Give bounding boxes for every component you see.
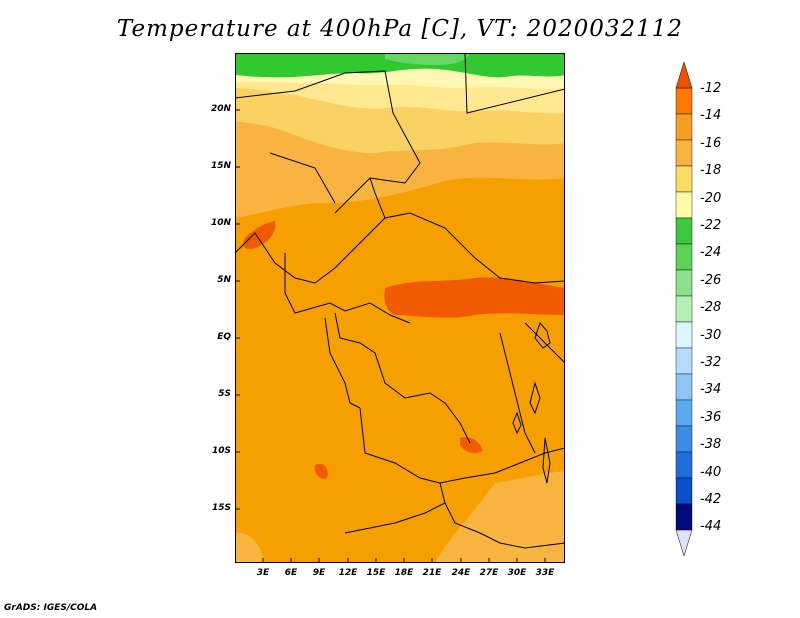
colorbar-label: -22: [700, 218, 722, 233]
band-26: [385, 53, 470, 65]
lat-label-15s: 15S: [211, 503, 231, 513]
south-band-16b: [235, 532, 265, 563]
colorbar-cell: [675, 191, 693, 219]
south-band-16: [435, 471, 565, 563]
map-title: Temperature at 400hPa [C], VT: 202003211…: [116, 16, 684, 42]
colorbar-cell: [675, 477, 693, 505]
lon-label-12e: 12E: [338, 568, 358, 578]
lat-label-20n: 20N: [210, 104, 231, 114]
lat-label-15n: 15N: [210, 161, 231, 171]
colorbar-bottom-arrow: [675, 529, 693, 557]
colorbar-cell: [675, 243, 693, 271]
warm-patch-3: [460, 437, 483, 453]
colorbar-cell: [675, 373, 693, 401]
colorbar-cell: [675, 295, 693, 323]
warm-patch-2: [243, 221, 276, 250]
lat-label-eq: EQ: [217, 332, 231, 342]
colorbar-cell: [675, 217, 693, 245]
colorbar-cell: [675, 399, 693, 427]
country-borders: [235, 53, 565, 549]
colorbar-label: -16: [700, 136, 722, 151]
lon-label-21e: 21E: [422, 568, 442, 578]
colorbar-label: -20: [700, 191, 722, 206]
colorbar-label: -40: [700, 465, 722, 480]
colorbar-top-arrow: [675, 61, 693, 89]
lat-label-10n: 10N: [210, 218, 231, 228]
colorbar-cell: [675, 269, 693, 297]
lon-label-33e: 33E: [535, 568, 555, 578]
colorbar-label: -42: [700, 492, 722, 507]
grads-credit: GrADS: IGES/COLA: [4, 603, 98, 613]
lon-label-15e: 15E: [366, 568, 386, 578]
colorbar-cell: [675, 503, 693, 531]
colorbar-cell: [675, 113, 693, 141]
colorbar-label: -44: [700, 519, 722, 534]
band-24: [235, 53, 565, 78]
colorbar-label: -26: [700, 273, 722, 288]
colorbar-label: -14: [700, 108, 722, 123]
colorbar: [675, 61, 693, 557]
colorbar-cell: [675, 451, 693, 479]
colorbar-label: -24: [700, 245, 722, 260]
colorbar-label: -32: [700, 355, 722, 370]
map-frame: [235, 53, 565, 563]
lon-label-24e: 24E: [451, 568, 471, 578]
lat-label-10s: 10S: [211, 446, 231, 456]
lon-label-27e: 27E: [479, 568, 499, 578]
lat-label-5s: 5S: [218, 389, 231, 399]
temperature-map: [235, 53, 565, 563]
colorbar-label: -28: [700, 300, 722, 315]
map-ticks: [235, 109, 546, 563]
colorbar-cells: [675, 87, 693, 531]
colorbar-cell: [675, 139, 693, 167]
colorbar-label: -30: [700, 328, 722, 343]
colorbar-cell: [675, 347, 693, 375]
colorbar-label: -36: [700, 410, 722, 425]
lon-label-6e: 6E: [284, 568, 298, 578]
lat-label-5n: 5N: [217, 275, 231, 285]
lon-label-3e: 3E: [256, 568, 270, 578]
colorbar-label: -34: [700, 382, 722, 397]
lakes: [512, 322, 551, 484]
lon-label-18e: 18E: [394, 568, 414, 578]
colorbar-cell: [675, 87, 693, 115]
colorbar-label: -18: [700, 163, 722, 178]
warm-patch-4: [314, 463, 328, 479]
colorbar-cell: [675, 321, 693, 349]
colorbar-cell: [675, 425, 693, 453]
colorbar-label: -12: [700, 81, 722, 96]
lon-label-9e: 9E: [312, 568, 326, 578]
colorbar-label: -38: [700, 437, 722, 452]
colorbar-cell: [675, 165, 693, 193]
warm-patch-1: [384, 277, 565, 318]
lon-label-30e: 30E: [507, 568, 527, 578]
